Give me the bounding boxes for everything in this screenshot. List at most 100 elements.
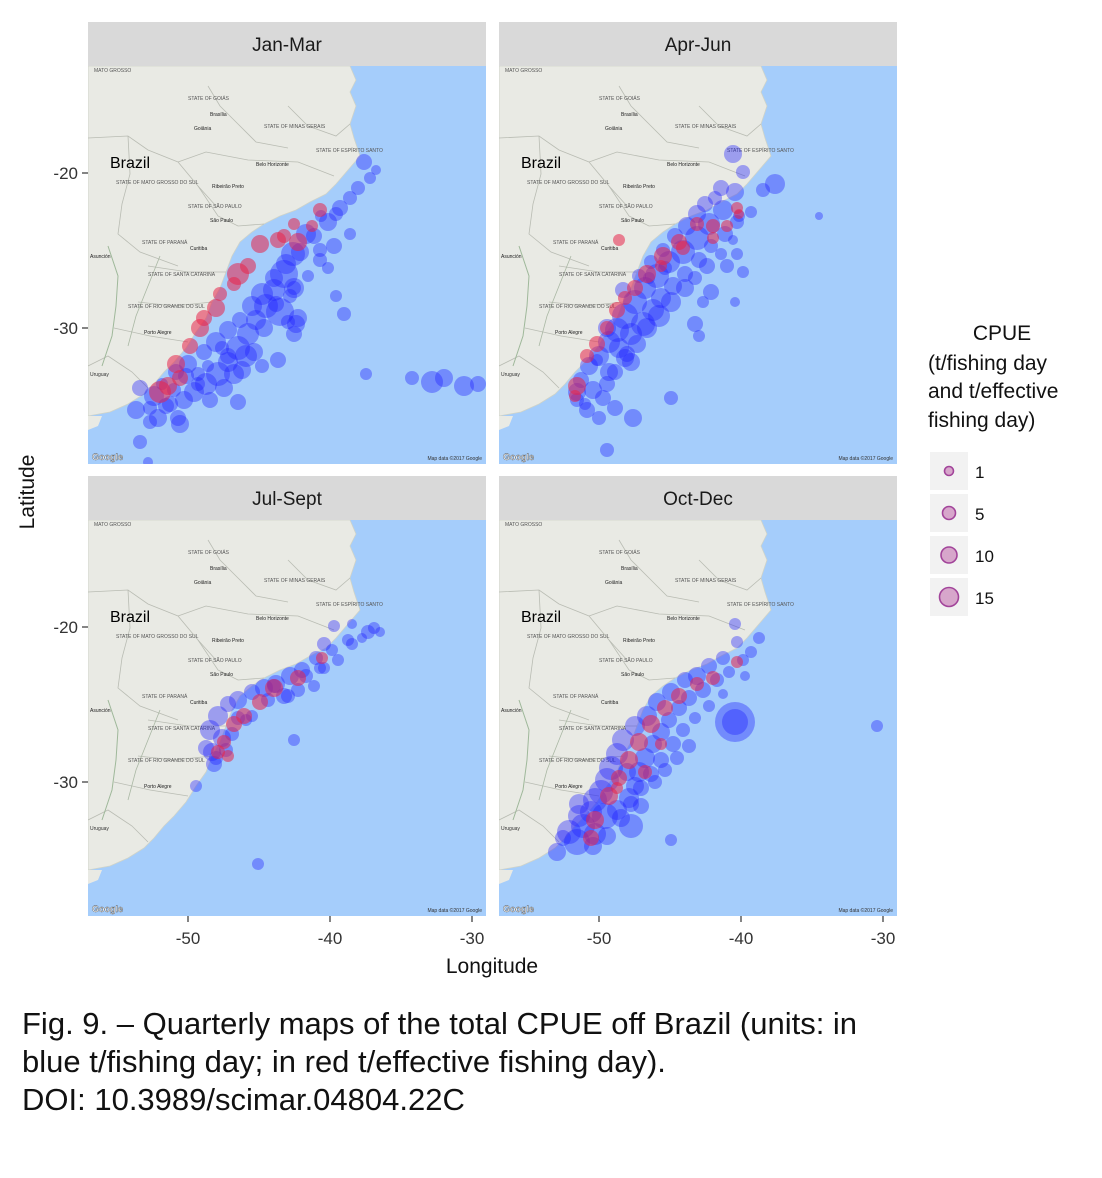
cpue-point-red xyxy=(252,694,268,710)
state-border xyxy=(588,605,746,631)
cpue-point-blue xyxy=(281,689,295,703)
map-place-label: Goiânia xyxy=(605,580,622,586)
cpue-point-blue xyxy=(871,720,883,732)
cpue-point-blue xyxy=(682,739,696,753)
map-place-label: Porto Alegre xyxy=(144,784,172,790)
cpue-point-blue xyxy=(753,632,765,644)
cpue-point-blue xyxy=(235,345,257,367)
legend-swatch-circle xyxy=(938,586,960,608)
cpue-point-blue xyxy=(745,646,757,658)
cpue-point-blue xyxy=(132,380,148,396)
map-place-label: MATO GROSSO xyxy=(505,522,542,528)
map-place-label: STATE OF MATO GROSSO DO SUL xyxy=(527,634,610,640)
map-place-label: Uruguay xyxy=(90,826,109,832)
map-place-label: STATE OF PARANÁ xyxy=(553,239,599,246)
map-place-label: STATE OF SÃO PAULO xyxy=(188,657,242,664)
cpue-point-red xyxy=(589,336,605,352)
cpue-point-red xyxy=(313,203,327,217)
cpue-point-blue xyxy=(215,341,229,355)
cpue-point-blue xyxy=(688,271,702,285)
panel-title: Oct-Dec xyxy=(663,489,733,510)
caption-line: DOI: 10.3989/scimar.04804.22C xyxy=(22,1082,465,1117)
legend-item: 10 xyxy=(930,536,994,574)
river xyxy=(127,709,161,801)
state-border xyxy=(117,589,179,721)
legend-item: 1 xyxy=(930,452,984,490)
map-place-label: MATO GROSSO xyxy=(94,522,131,528)
map-panel: Apr-Jun MATO GROSSO STATE OF GOIÁS Brasília… xyxy=(499,22,897,464)
state-border xyxy=(608,185,676,227)
map-place-label: STATE OF SÃO PAULO xyxy=(188,203,242,210)
map-place-label: Asunción xyxy=(501,254,522,260)
map-place-label: MATO GROSSO xyxy=(505,68,542,74)
cpue-point-red xyxy=(618,291,632,305)
state-border xyxy=(588,151,746,177)
map-place-label: Porto Alegre xyxy=(555,330,583,336)
cpue-point-blue xyxy=(454,376,474,396)
cpue-point-blue xyxy=(665,834,677,846)
cpue-points xyxy=(190,619,385,870)
map-place-label: STATE OF RIO GRANDE DO SUL xyxy=(128,758,205,764)
y-tick-label: -20 xyxy=(53,164,78,183)
land-mass xyxy=(499,870,513,884)
river xyxy=(538,709,572,801)
river xyxy=(512,699,530,821)
state-border xyxy=(88,135,217,207)
cpue-point-blue xyxy=(202,392,218,408)
state-border xyxy=(524,781,600,797)
map-area: MATO GROSSO STATE OF GOIÁS Brasília Goiânia… xyxy=(499,520,897,916)
cpue-point-red xyxy=(568,377,586,395)
cpue-point-red xyxy=(288,218,300,230)
legend-swatch-circle xyxy=(943,465,955,477)
cpue-point-red xyxy=(611,782,623,794)
map-place-label: STATE OF MATO GROSSO DO SUL xyxy=(116,180,199,186)
cpue-point-red xyxy=(289,233,307,251)
land-layer: MATO GROSSO STATE OF GOIÁS Brasília Goiânia… xyxy=(499,520,794,884)
cpue-point-red xyxy=(586,811,604,829)
cpue-point-blue xyxy=(653,752,669,768)
map-place-label: São Paulo xyxy=(210,218,233,224)
cpue-point-red xyxy=(196,310,212,326)
map-area: MATO GROSSO STATE OF GOIÁS Brasília Goiânia… xyxy=(88,520,486,916)
cpue-point-blue xyxy=(701,658,717,674)
cpue-point-blue xyxy=(665,736,681,752)
cpue-point-blue xyxy=(245,343,263,361)
map-area: MATO GROSSO STATE OF GOIÁS Brasília Goiânia… xyxy=(88,66,486,464)
cpue-point-red xyxy=(655,738,667,750)
google-logo: Google xyxy=(503,904,534,914)
cpue-point-red xyxy=(627,280,643,296)
land-mass xyxy=(499,416,513,430)
map-place-label: Brasília xyxy=(210,112,227,118)
cpue-point-blue xyxy=(286,326,302,342)
cpue-point-red xyxy=(213,287,227,301)
cpue-point-red xyxy=(654,247,672,265)
map-place-label: Brasília xyxy=(210,566,227,572)
cpue-point-blue xyxy=(736,165,750,179)
cpue-point-blue xyxy=(220,696,236,712)
cpue-point-blue xyxy=(687,316,703,332)
x-tick-label: -30 xyxy=(460,929,485,948)
map-panel: Jul-Sept MATO GROSSO STATE OF GOIÁS Brasíli… xyxy=(88,476,486,916)
cpue-point-blue xyxy=(642,299,664,321)
state-border xyxy=(548,301,624,307)
cpue-point-blue xyxy=(276,254,296,274)
cpue-point-blue xyxy=(697,196,713,212)
cpue-point-blue xyxy=(557,820,581,844)
river xyxy=(101,245,119,367)
y-tick-label: -30 xyxy=(53,773,78,792)
map-area: MATO GROSSO STATE OF GOIÁS Brasília Goiânia… xyxy=(499,66,897,464)
map-place-label: Asunción xyxy=(90,254,111,260)
cpue-point-blue xyxy=(254,294,278,318)
map-place-label: STATE OF GOIÁS xyxy=(599,95,641,102)
cpue-point-blue xyxy=(765,174,785,194)
cpue-point-blue xyxy=(263,279,285,301)
caption-line: blue t/fishing day; in red t/effective f… xyxy=(22,1044,666,1079)
cpue-point-blue xyxy=(319,213,337,231)
legend-item: 5 xyxy=(930,494,984,532)
cpue-point-red xyxy=(734,209,744,219)
map-place-label: STATE OF GOIÁS xyxy=(599,549,641,556)
state-border xyxy=(207,85,289,149)
cpue-point-blue xyxy=(722,709,748,735)
cpue-point-blue xyxy=(364,172,376,184)
map-place-label: Goiânia xyxy=(194,126,211,132)
